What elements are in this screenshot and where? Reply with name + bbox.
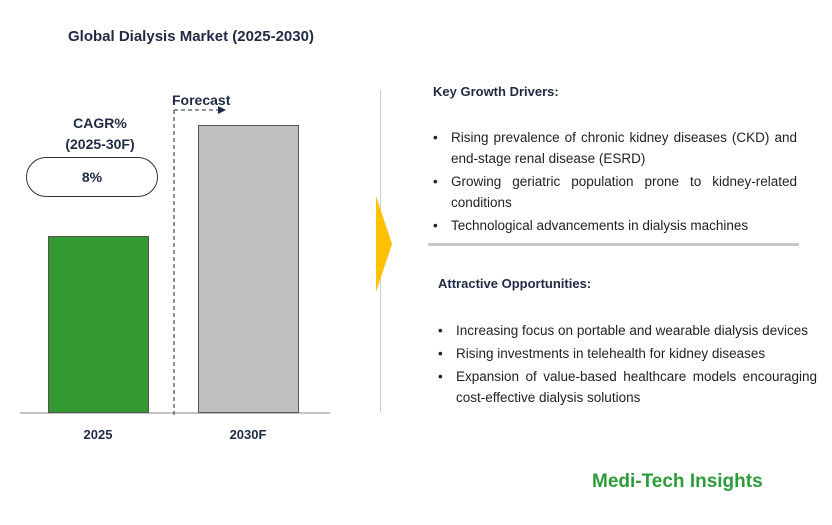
drivers-list: Rising prevalence of chronic kidney dise… bbox=[429, 127, 797, 238]
section-separator bbox=[428, 243, 799, 246]
x-label-2025: 2025 bbox=[83, 427, 113, 442]
chart-axes bbox=[20, 106, 330, 418]
cagr-label-line1: CAGR% bbox=[73, 115, 127, 131]
cagr-value-pill: 8% bbox=[26, 157, 158, 197]
forecast-arrow-icon bbox=[218, 106, 226, 114]
list-item: Technological advancements in dialysis m… bbox=[429, 215, 797, 236]
bar-2030f bbox=[198, 125, 299, 413]
list-item: Growing geriatric population prone to ki… bbox=[429, 171, 797, 213]
forecast-label: Forecast bbox=[172, 92, 231, 108]
opportunities-heading: Attractive Opportunities: bbox=[438, 276, 592, 291]
chart-title: Global Dialysis Market (2025-2030) bbox=[68, 28, 314, 45]
list-item: Expansion of value-based healthcare mode… bbox=[434, 366, 817, 408]
opportunities-list: Increasing focus on portable and wearabl… bbox=[434, 320, 817, 410]
bar-2025 bbox=[48, 236, 149, 413]
cagr-label: CAGR% (2025-30F) bbox=[40, 113, 160, 155]
list-item: Rising investments in telehealth for kid… bbox=[434, 343, 817, 364]
brand-logo: Medi-Tech Insights bbox=[592, 471, 763, 492]
x-label-2030f: 2030F bbox=[229, 427, 267, 442]
list-item: Rising prevalence of chronic kidney dise… bbox=[429, 127, 797, 169]
drivers-heading: Key Growth Drivers: bbox=[433, 84, 559, 99]
cagr-label-line2: (2025-30F) bbox=[65, 136, 135, 152]
arrow-right-icon bbox=[376, 196, 392, 292]
list-item: Increasing focus on portable and wearabl… bbox=[434, 320, 817, 341]
